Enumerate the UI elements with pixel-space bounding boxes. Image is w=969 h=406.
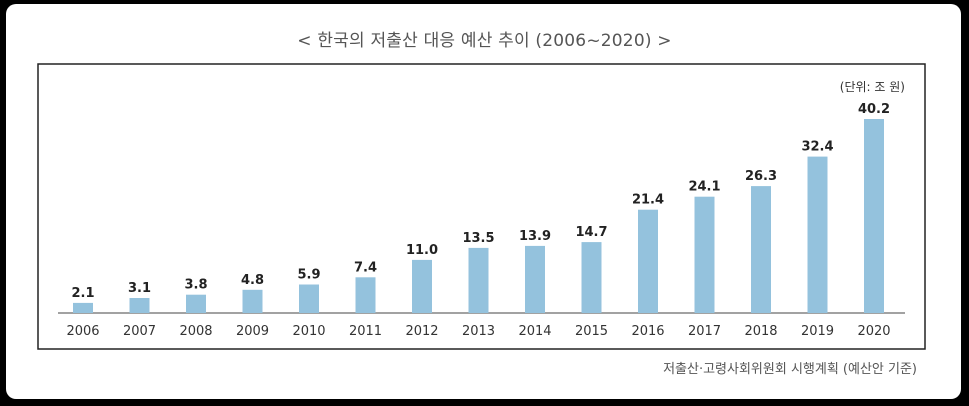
bar-2011 (355, 277, 376, 313)
value-label-2013: 13.5 (462, 231, 494, 246)
x-tick-2010: 2010 (292, 324, 325, 339)
value-label-2009: 4.8 (241, 273, 264, 288)
x-tick-2013: 2013 (462, 324, 495, 339)
bar-2009 (242, 289, 263, 313)
bar-2013 (468, 247, 489, 313)
value-label-2010: 5.9 (297, 268, 320, 283)
value-label-2016: 21.4 (632, 193, 664, 208)
value-label-2018: 26.3 (745, 169, 777, 184)
value-label-2011: 7.4 (354, 260, 377, 275)
value-label-2017: 24.1 (688, 180, 720, 195)
value-label-2020: 40.2 (858, 102, 890, 117)
bar-2018 (751, 186, 771, 313)
bar-2006 (73, 302, 93, 313)
bar-2014 (525, 245, 545, 313)
x-tick-2012: 2012 (405, 324, 438, 339)
unit-label: (단위: 조 원) (840, 80, 905, 94)
value-label-2019: 32.4 (801, 140, 833, 155)
bar-2012 (412, 259, 432, 313)
x-tick-2018: 2018 (744, 324, 777, 339)
x-tick-2008: 2008 (179, 324, 212, 339)
x-tick-2014: 2014 (518, 324, 551, 339)
x-tick-2019: 2019 (801, 324, 834, 339)
bar-2010 (299, 284, 319, 313)
value-label-2012: 11.0 (406, 243, 438, 258)
value-label-2007: 3.1 (128, 281, 151, 296)
bar-2020 (864, 119, 884, 313)
value-label-2015: 14.7 (575, 225, 607, 240)
x-tick-2017: 2017 (688, 324, 721, 339)
bar-2008 (186, 294, 206, 313)
bar-2016 (638, 209, 658, 313)
x-tick-2015: 2015 (575, 324, 608, 339)
x-tick-2011: 2011 (349, 324, 382, 339)
x-tick-2016: 2016 (631, 324, 664, 339)
bar-2017 (694, 196, 715, 313)
chart-title: < 한국의 저출산 대응 예산 추이 (2006~2020) > (297, 31, 672, 51)
source-note: 저출산·고령사회위원회 시행계획 (예산안 기준) (663, 362, 917, 377)
x-tick-2020: 2020 (857, 324, 890, 339)
bar-2019 (807, 156, 828, 313)
value-label-2006: 2.1 (71, 286, 94, 301)
bar-2007 (129, 298, 150, 313)
bar-2015 (581, 242, 602, 313)
x-tick-2007: 2007 (123, 324, 156, 339)
value-label-2008: 3.8 (184, 278, 207, 293)
x-tick-2009: 2009 (236, 324, 269, 339)
value-label-2014: 13.9 (519, 229, 551, 244)
x-tick-2006: 2006 (66, 324, 99, 339)
